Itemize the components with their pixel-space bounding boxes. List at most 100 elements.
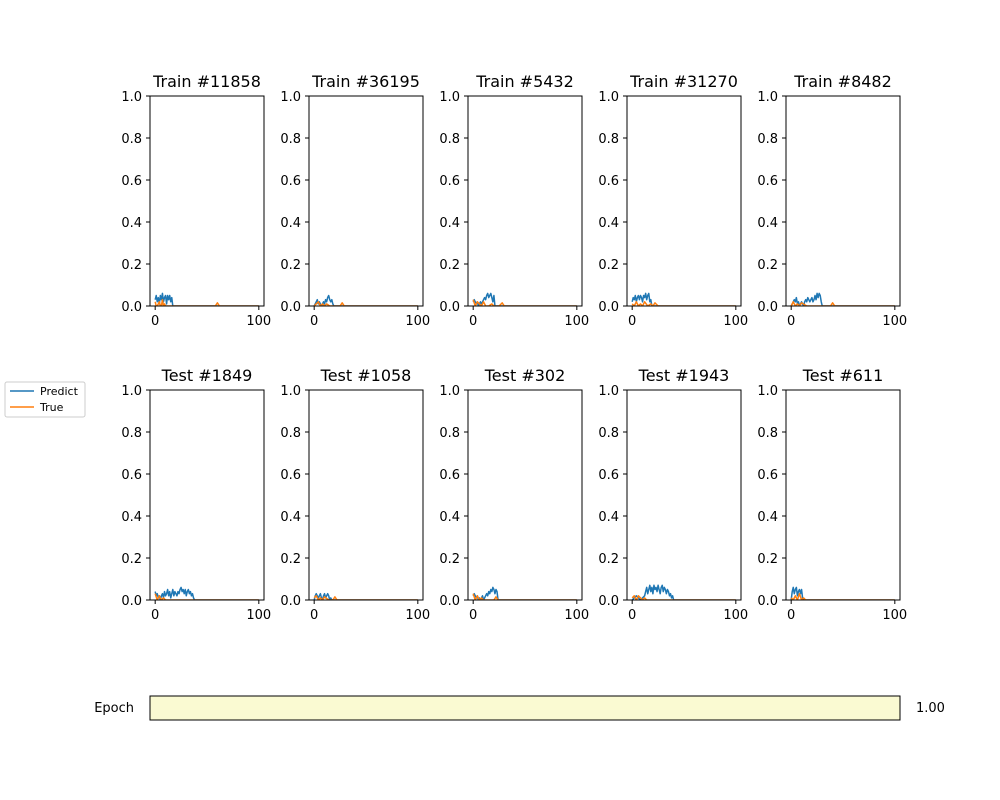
axes-frame bbox=[149, 95, 265, 307]
y-tick-label: 0.8 bbox=[280, 426, 301, 441]
y-tick-label: 0.6 bbox=[598, 468, 619, 483]
x-tick-label: 0 bbox=[469, 608, 477, 623]
series-line-true bbox=[313, 301, 418, 306]
y-tick-label: 0.6 bbox=[598, 174, 619, 189]
x-tick-label: 0 bbox=[469, 314, 477, 329]
subplot-test-1058: Test #1058 0.0 0.2 0.4 0.6 0.8 1.0 0 100 bbox=[280, 366, 430, 623]
subplot-test-1943: Test #1943 0.0 0.2 0.4 0.6 0.8 1.0 0 100 bbox=[598, 366, 748, 623]
y-tick-label: 0.8 bbox=[757, 426, 778, 441]
x-tick-label: 100 bbox=[723, 314, 748, 329]
subplot-train-8482: Train #8482 0.0 0.2 0.4 0.6 0.8 1.0 0 100 bbox=[757, 72, 907, 329]
axes-frame bbox=[308, 95, 424, 307]
series-line-predict bbox=[472, 586, 577, 600]
y-tick-label: 1.0 bbox=[280, 90, 301, 105]
series-line-predict bbox=[154, 292, 259, 306]
y-tick-label: 0.6 bbox=[439, 174, 460, 189]
legend-label-predict: Predict bbox=[40, 385, 79, 398]
y-tick-label: 0.2 bbox=[439, 552, 460, 567]
series-line-predict bbox=[313, 294, 418, 306]
y-tick-label: 0.0 bbox=[757, 300, 778, 315]
axes-frame bbox=[467, 95, 583, 307]
x-tick-label: 0 bbox=[310, 608, 318, 623]
subplot-title: Test #1058 bbox=[320, 366, 412, 385]
series-group bbox=[313, 294, 418, 306]
y-tick-label: 0.8 bbox=[598, 426, 619, 441]
x-tick-label: 100 bbox=[882, 314, 907, 329]
x-tick-label: 100 bbox=[723, 608, 748, 623]
y-tick-label: 0.4 bbox=[121, 216, 142, 231]
series-group bbox=[790, 586, 895, 600]
subplot-title: Train #11858 bbox=[152, 72, 261, 91]
y-tick-label: 0.0 bbox=[121, 300, 142, 315]
subplot-title: Train #5432 bbox=[475, 72, 574, 91]
y-tick-label: 0.6 bbox=[121, 468, 142, 483]
subplot-train-11858: Train #11858 0.0 0.2 0.4 0.6 0.8 1.0 0 100 bbox=[121, 72, 271, 329]
series-line-predict bbox=[154, 586, 259, 600]
y-tick-label: 0.4 bbox=[121, 510, 142, 525]
y-tick-label: 0.0 bbox=[121, 594, 142, 609]
x-tick-label: 100 bbox=[882, 608, 907, 623]
series-line-predict bbox=[631, 292, 736, 306]
y-tick-label: 0.2 bbox=[121, 258, 142, 273]
subplot-title: Test #1943 bbox=[638, 366, 730, 385]
series-group bbox=[313, 592, 418, 600]
y-tick-label: 0.4 bbox=[280, 216, 301, 231]
series-line-true bbox=[631, 301, 736, 306]
x-tick-label: 0 bbox=[787, 608, 795, 623]
subplot-train-31270: Train #31270 0.0 0.2 0.4 0.6 0.8 1.0 0 100 bbox=[598, 72, 748, 329]
y-tick-label: 0.4 bbox=[439, 510, 460, 525]
axes-frame bbox=[785, 95, 901, 307]
y-tick-label: 0.4 bbox=[598, 216, 619, 231]
subplot-grid: Train #11858 0.0 0.2 0.4 0.6 0.8 1.0 0 100 Train … bbox=[121, 72, 907, 623]
axes-frame bbox=[467, 389, 583, 601]
subplot-test-611: Test #611 0.0 0.2 0.4 0.6 0.8 1.0 0 100 bbox=[757, 366, 907, 623]
y-tick-label: 0.8 bbox=[280, 132, 301, 147]
y-tick-label: 0.2 bbox=[598, 552, 619, 567]
subplot-title: Train #8482 bbox=[793, 72, 892, 91]
subplot-title: Train #31270 bbox=[629, 72, 738, 91]
y-tick-label: 0.2 bbox=[280, 552, 301, 567]
series-line-true bbox=[790, 592, 895, 600]
y-tick-label: 0.0 bbox=[598, 594, 619, 609]
y-tick-label: 0.6 bbox=[757, 468, 778, 483]
epoch-slider-fill[interactable] bbox=[150, 696, 900, 720]
y-tick-label: 0.8 bbox=[121, 426, 142, 441]
y-tick-label: 1.0 bbox=[121, 90, 142, 105]
series-group bbox=[472, 586, 577, 600]
y-tick-label: 1.0 bbox=[439, 90, 460, 105]
series-line-true bbox=[472, 299, 577, 306]
x-tick-label: 0 bbox=[787, 314, 795, 329]
y-tick-label: 0.6 bbox=[439, 468, 460, 483]
y-tick-label: 0.2 bbox=[757, 258, 778, 273]
series-group bbox=[631, 584, 736, 600]
y-tick-label: 0.2 bbox=[598, 258, 619, 273]
subplot-train-5432: Train #5432 0.0 0.2 0.4 0.6 0.8 1.0 0 100 bbox=[439, 72, 589, 329]
subplot-test-302: Test #302 0.0 0.2 0.4 0.6 0.8 1.0 0 100 bbox=[439, 366, 589, 623]
subplot-title: Test #611 bbox=[802, 366, 884, 385]
y-tick-label: 0.0 bbox=[757, 594, 778, 609]
x-tick-label: 0 bbox=[628, 608, 636, 623]
y-tick-label: 0.6 bbox=[280, 468, 301, 483]
subplot-title: Train #36195 bbox=[311, 72, 420, 91]
x-tick-label: 0 bbox=[310, 314, 318, 329]
series-group bbox=[154, 586, 259, 600]
y-tick-label: 0.2 bbox=[121, 552, 142, 567]
epoch-slider[interactable]: Epoch 1.00 bbox=[94, 695, 945, 721]
axes-frame bbox=[785, 389, 901, 601]
y-tick-label: 0.4 bbox=[757, 216, 778, 231]
subplot-test-1849: Test #1849 0.0 0.2 0.4 0.6 0.8 1.0 0 100 bbox=[121, 366, 271, 623]
y-tick-label: 0.8 bbox=[121, 132, 142, 147]
subplot-train-36195: Train #36195 0.0 0.2 0.4 0.6 0.8 1.0 0 100 bbox=[280, 72, 430, 329]
y-tick-label: 1.0 bbox=[598, 90, 619, 105]
y-tick-label: 0.2 bbox=[757, 552, 778, 567]
y-tick-label: 0.8 bbox=[439, 426, 460, 441]
epoch-slider-label: Epoch bbox=[94, 701, 134, 716]
axes-frame bbox=[308, 389, 424, 601]
y-tick-label: 0.6 bbox=[757, 174, 778, 189]
y-tick-label: 0.4 bbox=[439, 216, 460, 231]
legend-label-true: True bbox=[39, 401, 64, 414]
y-tick-label: 0.4 bbox=[598, 510, 619, 525]
y-tick-label: 0.0 bbox=[280, 594, 301, 609]
series-group bbox=[154, 292, 259, 306]
